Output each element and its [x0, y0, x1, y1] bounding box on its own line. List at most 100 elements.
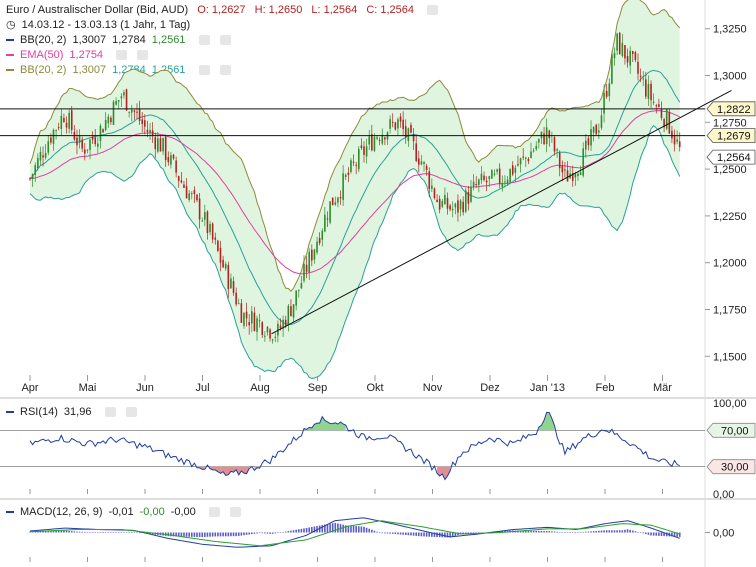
candle-body — [193, 189, 196, 195]
settings-icon[interactable] — [427, 5, 439, 16]
rsi-oversold-fill — [210, 466, 250, 476]
candle-body — [47, 141, 50, 153]
candle-body — [637, 61, 639, 74]
candle-body — [235, 292, 237, 305]
rsi-close-icon[interactable] — [125, 407, 137, 418]
macd-histogram-bar — [587, 531, 590, 533]
candle-body — [269, 329, 271, 339]
macd-histogram-bar — [295, 529, 297, 533]
macd-histogram-bar — [190, 532, 193, 537]
rsi-level-tag[interactable]: 30,00 — [706, 459, 756, 475]
macd-histogram-bar — [52, 530, 55, 533]
candle-body — [329, 201, 331, 223]
candle-body — [673, 135, 676, 145]
candle-body — [412, 134, 415, 142]
candle-body — [478, 179, 480, 185]
candle-body — [483, 175, 485, 180]
macd-settings-icon[interactable] — [208, 507, 220, 518]
candle-body — [501, 182, 504, 188]
candle-body — [277, 323, 279, 336]
price-tag-label: 1,2564 — [717, 152, 751, 164]
bb1-swatch-icon — [6, 39, 14, 42]
macd-histogram-bar — [631, 530, 634, 533]
macd-histogram-bar — [321, 525, 324, 533]
macd-histogram-bar — [433, 532, 436, 537]
macd-close-icon[interactable] — [229, 507, 241, 518]
candle-body — [34, 165, 37, 175]
macd-v1: -0,01 — [108, 506, 134, 518]
candle-body — [459, 200, 462, 210]
bb2-settings-icon[interactable] — [198, 65, 210, 76]
candle-body — [357, 149, 360, 170]
rsi-swatch-icon — [6, 411, 14, 414]
macd-histogram-bar — [70, 531, 73, 533]
macd-histogram-bar — [415, 532, 417, 536]
candle-body — [211, 223, 214, 240]
candle-body — [616, 33, 618, 51]
candle-body — [204, 212, 206, 220]
rsi-level-tag[interactable]: 70,00 — [706, 422, 756, 438]
macd-histogram-bar — [305, 527, 308, 533]
macd-histogram-bar — [389, 532, 391, 534]
candle-body — [120, 96, 123, 99]
macd-histogram-bar — [245, 532, 248, 535]
macd-histogram-bar — [407, 532, 410, 536]
candle-body — [102, 129, 104, 133]
macd-histogram-bar — [243, 532, 245, 536]
bb1-settings-icon[interactable] — [198, 35, 210, 46]
macd-histogram-bar — [634, 531, 637, 533]
candle-body — [172, 154, 175, 159]
candle-body — [561, 165, 564, 173]
candle-body — [282, 319, 284, 329]
macd-histogram-bar — [63, 530, 65, 533]
low-value: L: 1,2564 — [311, 4, 358, 16]
price-tag[interactable]: 1,2822 — [706, 101, 756, 117]
macd-histogram-bar — [592, 531, 595, 533]
macd-histogram-bar — [130, 532, 133, 533]
macd-histogram-bar — [558, 531, 561, 533]
macd-histogram-bar — [89, 532, 91, 533]
price-tag-label: 1,2822 — [717, 104, 751, 116]
candle-body — [125, 89, 128, 111]
candle-body — [144, 120, 146, 127]
macd-histogram-bar — [663, 532, 665, 537]
rsi-overbought-fill — [538, 412, 555, 431]
macd-histogram-bar — [352, 525, 355, 533]
macd-legend: MACD(12, 26, 9) -0,01 -0,00 -0,00 — [6, 505, 247, 519]
macd-histogram-bar — [318, 525, 321, 533]
price-tag[interactable]: 1,2679 — [706, 128, 756, 143]
candle-body — [373, 136, 376, 151]
macd-histogram-bar — [342, 524, 344, 533]
candle-body — [55, 129, 57, 131]
macd-histogram-bar — [39, 531, 42, 533]
macd-histogram-bar — [261, 532, 264, 534]
bb2-close-icon[interactable] — [219, 65, 231, 76]
macd-histogram-bar — [347, 525, 350, 533]
macd-histogram-bar — [120, 532, 123, 533]
macd-histogram-bar — [454, 532, 457, 536]
candle-body — [624, 45, 626, 59]
macd-histogram-bar — [467, 532, 470, 534]
macd-histogram-bar — [188, 532, 190, 537]
price-tag[interactable]: 1,2564 — [706, 149, 756, 165]
ema-close-icon[interactable] — [137, 50, 149, 61]
macd-histogram-bar — [256, 532, 258, 534]
ema-settings-icon[interactable] — [116, 50, 128, 61]
bb1-close-icon[interactable] — [219, 35, 231, 46]
x-tick-label: Mär — [653, 382, 672, 394]
macd-histogram-bar — [324, 524, 326, 533]
macd-histogram-bar — [556, 531, 558, 533]
macd-histogram-bar — [193, 532, 196, 537]
instrument-title: Euro / Australischer Dollar (Bid, AUD) — [6, 4, 189, 16]
candle-body — [438, 198, 441, 210]
candle-body — [313, 249, 316, 260]
y-tick-label: 1,2000 — [713, 258, 747, 270]
candle-body — [337, 197, 339, 203]
candle-body — [428, 171, 431, 189]
macd-histogram-bar — [81, 531, 83, 533]
rsi-settings-icon[interactable] — [104, 407, 116, 418]
candle-body — [159, 138, 162, 152]
candle-body — [454, 203, 457, 208]
macd-histogram-bar — [410, 532, 412, 536]
